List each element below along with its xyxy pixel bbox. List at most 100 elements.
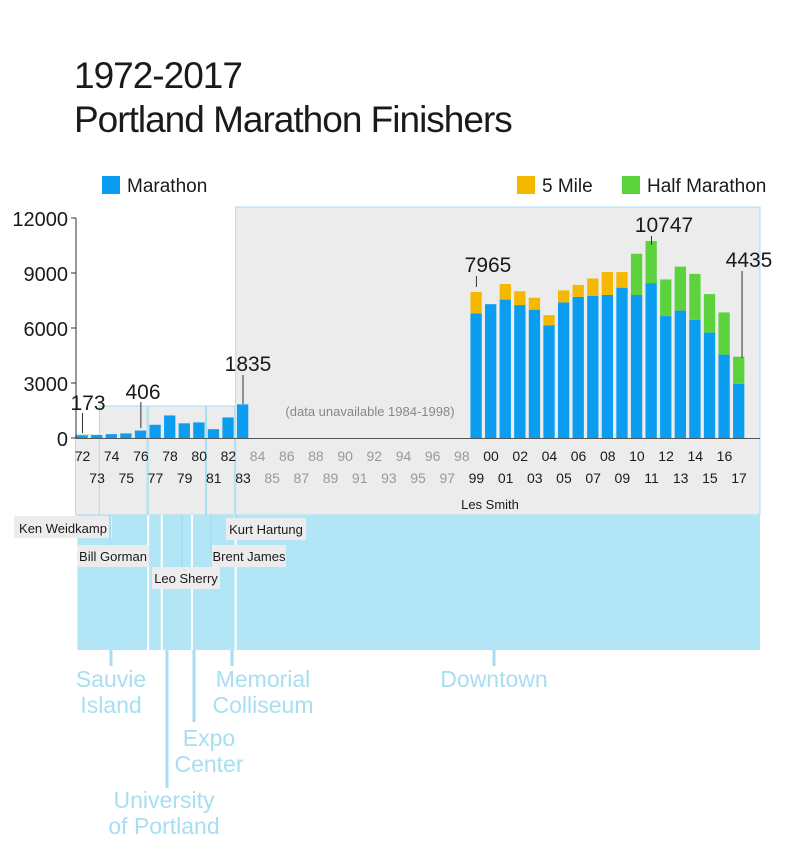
- x-tick-label: 08: [600, 448, 616, 464]
- x-tick-label: 06: [571, 448, 587, 464]
- bar-1982-marathon: [222, 417, 234, 438]
- x-tick-label: 07: [585, 470, 601, 486]
- bar-2008-marathon: [601, 295, 614, 438]
- bar-2016-marathon: [718, 354, 730, 438]
- y-axis: 0 3000 6000 9000 12000: [12, 209, 77, 451]
- bar-2007-marathon: [587, 295, 599, 438]
- x-tick-label: 78: [162, 448, 178, 464]
- director-box: [212, 545, 286, 567]
- gap-note: (data unavailable 1984-1998): [285, 404, 454, 419]
- director-box: [226, 518, 306, 540]
- bar-1981-marathon: [207, 429, 220, 438]
- bar-2002-5-mile: [514, 291, 526, 306]
- bar-2005-5-mile: [557, 290, 570, 303]
- value-annotations: 173 406 1835 7965 10747 4435: [70, 214, 772, 433]
- x-tick-label: 02: [512, 448, 528, 464]
- x-tick-label: 89: [323, 470, 339, 486]
- legend-swatch-marathon: [102, 176, 120, 194]
- director-labels: Ken Weidkamp Bill Gorman Leo Sherry Brent J…: [14, 497, 519, 589]
- bar-1974-marathon: [105, 434, 117, 438]
- x-tick-label: 05: [556, 470, 572, 486]
- y-tick-label: 12000: [12, 209, 68, 231]
- director-brent-james: Brent James: [213, 549, 286, 564]
- x-tick-label: 90: [337, 448, 353, 464]
- bar-1983-marathon: [236, 404, 249, 438]
- x-tick-label: 10: [629, 448, 645, 464]
- director-kurt-hartung: Kurt Hartung: [229, 522, 303, 537]
- bar-2006-5-mile: [572, 284, 584, 297]
- bar-2001-5-mile: [499, 284, 511, 300]
- legend-label-marathon: Marathon: [127, 176, 207, 197]
- location-label: Sauvie: [76, 666, 146, 692]
- x-tick-label: 01: [498, 470, 514, 486]
- bar-1977-marathon: [149, 424, 161, 438]
- x-tick-label: 75: [118, 470, 134, 486]
- director-box: [77, 545, 149, 567]
- x-tick-label: 85: [264, 470, 280, 486]
- director-leo-sherry: Leo Sherry: [154, 571, 218, 586]
- location-label: University: [114, 787, 215, 813]
- y-tick-label: 9000: [24, 264, 69, 286]
- director-box: [14, 516, 112, 538]
- location-label: Colliseum: [213, 692, 314, 718]
- bar-2002-marathon: [514, 305, 526, 438]
- bar-1975-marathon: [120, 433, 132, 438]
- x-tick-label: 74: [104, 448, 120, 464]
- director-box: [152, 567, 220, 589]
- x-tick-label: 81: [206, 470, 222, 486]
- bar-2003-5-mile: [528, 297, 541, 310]
- bar-2010-marathon: [630, 295, 643, 438]
- location-label: of Portland: [108, 813, 219, 839]
- bar-2011-marathon: [645, 283, 657, 438]
- annotation-1999: 7965: [465, 254, 512, 277]
- bar-2008-5-mile: [601, 272, 614, 295]
- bar-1999-marathon: [470, 313, 482, 438]
- x-axis: 72 73 74 75 76 77 78 79 80 81 82 83 84 85 86 87 88 89 90 91…: [75, 448, 747, 486]
- x-tick-label: 82: [221, 448, 237, 464]
- legend: Marathon 5 Mile Half Marathon: [102, 176, 766, 197]
- x-tick-label: 84: [250, 448, 266, 464]
- legend-label-5-mile: 5 Mile: [542, 176, 593, 197]
- x-tick-label: 88: [308, 448, 324, 464]
- bar-2013-half-marathon: [674, 266, 686, 311]
- location-label: Memorial: [216, 666, 311, 692]
- x-tick-label: 15: [702, 470, 718, 486]
- bar-2016-half-marathon: [718, 312, 730, 355]
- x-tick-label: 96: [425, 448, 441, 464]
- bar-2015-marathon: [703, 332, 716, 438]
- bar-1979-marathon: [178, 423, 190, 438]
- bar-1973-marathon: [91, 435, 103, 438]
- director-les-smith: Les Smith: [461, 497, 519, 512]
- x-tick-label: 13: [673, 470, 689, 486]
- x-tick-label: 98: [454, 448, 470, 464]
- bar-2012-half-marathon: [660, 279, 672, 317]
- bar-2000-marathon: [485, 304, 497, 438]
- bar-2001-marathon: [499, 299, 511, 438]
- bar-1978-marathon: [164, 415, 176, 438]
- legend-swatch-half-marathon: [622, 176, 640, 194]
- bar-2017-marathon: [733, 383, 745, 438]
- x-tick-label: 72: [75, 448, 91, 464]
- bar-2004-marathon: [543, 325, 555, 438]
- bar-2005-marathon: [557, 302, 570, 438]
- x-tick-label: 09: [615, 470, 631, 486]
- chart-title-line-1: 1972-2017: [74, 55, 243, 96]
- x-tick-label: 16: [717, 448, 733, 464]
- era-panel-1973-1976: [98, 405, 148, 516]
- era-panels: [75, 206, 761, 516]
- legend-swatch-5-mile: [517, 176, 535, 194]
- x-tick-label: 91: [352, 470, 368, 486]
- location-label: Expo: [183, 725, 235, 751]
- location-label: Center: [174, 751, 243, 777]
- x-tick-label: 95: [410, 470, 426, 486]
- bar-1972-marathon: [76, 435, 88, 438]
- x-tick-label: 04: [542, 448, 558, 464]
- bar-2004-5-mile: [543, 315, 555, 326]
- x-tick-label: 14: [687, 448, 703, 464]
- legend-label-half-marathon: Half Marathon: [647, 176, 766, 197]
- bar-2009-5-mile: [616, 272, 628, 288]
- bar-2003-marathon: [528, 309, 541, 438]
- x-tick-label: 83: [235, 470, 251, 486]
- x-tick-label: 80: [191, 448, 207, 464]
